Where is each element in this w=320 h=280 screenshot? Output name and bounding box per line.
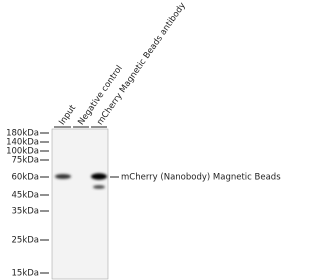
band-annotation: mCherry (Nanobody) Magnetic Beads [121, 173, 281, 183]
band [91, 173, 107, 179]
blot-figure: Input Negative control mCherry Magnetic … [0, 0, 289, 280]
marker-label: 35kDa [12, 207, 40, 217]
marker-label: 75kDa [12, 156, 40, 166]
marker-label: 15kDa [12, 269, 40, 279]
marker-ladder: 180kDa 140kDa 100kDa 75kDa 60kDa 45kDa 3… [6, 129, 49, 279]
marker-label: 60kDa [12, 173, 40, 183]
membrane [52, 129, 108, 279]
lane-label: Input [57, 103, 78, 127]
marker-label: 25kDa [12, 236, 40, 246]
band [55, 174, 71, 179]
band [93, 185, 105, 189]
marker-label: 45kDa [12, 191, 40, 201]
lane-label: mCherry Magnetic Beads antibody [95, 1, 188, 127]
